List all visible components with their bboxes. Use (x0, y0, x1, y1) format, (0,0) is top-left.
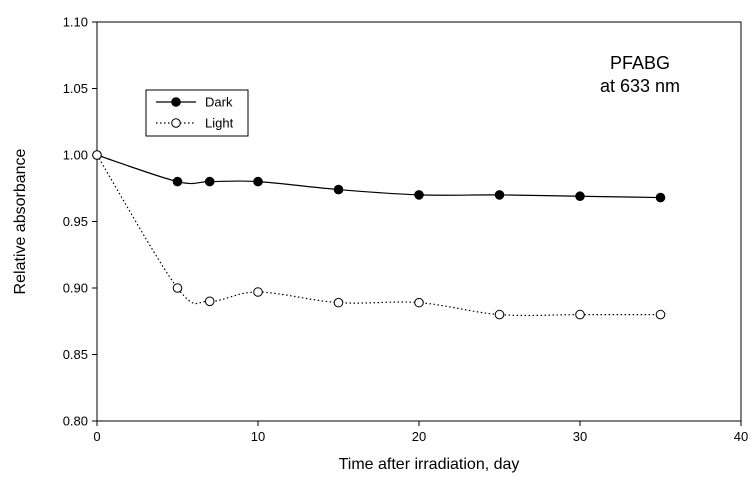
data-point-light (172, 283, 183, 293)
y-tick-label: 1.10 (63, 15, 88, 30)
data-point-light (92, 150, 102, 160)
y-tick-label: 0.90 (63, 281, 88, 296)
x-tick-label: 0 (93, 429, 100, 444)
legend: Dark Light (145, 89, 249, 137)
data-point-light (253, 287, 263, 297)
data-point-light (494, 309, 505, 320)
x-tick-label: 40 (734, 429, 748, 444)
data-point-dark (172, 176, 183, 187)
data-point-dark (253, 176, 263, 187)
data-point-light (575, 309, 585, 320)
x-tick-label: 30 (573, 429, 587, 444)
legend-box (145, 89, 249, 137)
data-point-dark (333, 184, 344, 195)
series-dark (92, 150, 666, 203)
y-axis-title: Relative absorbance (12, 148, 29, 294)
x-axis-title: Time after irradiation, day (339, 456, 520, 473)
annotation-line-1: PFABG (610, 53, 670, 73)
data-point-dark (575, 191, 585, 202)
data-point-light (655, 309, 666, 320)
data-point-dark (655, 192, 666, 203)
legend-marker (171, 118, 181, 128)
series-line-dark (96, 154, 661, 199)
y-axis-ticks: 0.80 0.85 0.90 0.95 1.00 1.05 1.10 (63, 15, 97, 429)
legend-item-light: Light (156, 116, 234, 131)
y-tick-label: 0.85 (63, 347, 88, 362)
series-layer (92, 150, 666, 320)
annotation: PFABG at 633 nm (600, 53, 680, 96)
data-point-dark (494, 190, 505, 200)
y-tick-label: 0.95 (63, 214, 88, 229)
annotation-line-2: at 633 nm (600, 76, 680, 96)
y-tick-label: 1.00 (63, 148, 88, 163)
x-axis-ticks: 0 10 20 30 40 (93, 421, 748, 444)
legend-item-dark: Dark (156, 95, 233, 110)
data-point-dark (204, 176, 215, 187)
data-point-light (414, 297, 424, 308)
y-tick-label: 1.05 (63, 81, 88, 96)
legend-label: Light (205, 116, 234, 131)
data-point-light (333, 297, 344, 308)
legend-marker (171, 97, 181, 107)
x-tick-label: 20 (412, 429, 426, 444)
data-point-light (204, 296, 215, 307)
series-light (92, 150, 666, 320)
y-tick-label: 0.80 (63, 414, 88, 429)
x-tick-label: 10 (251, 429, 265, 444)
data-point-dark (414, 190, 424, 200)
legend-label: Dark (205, 95, 233, 110)
